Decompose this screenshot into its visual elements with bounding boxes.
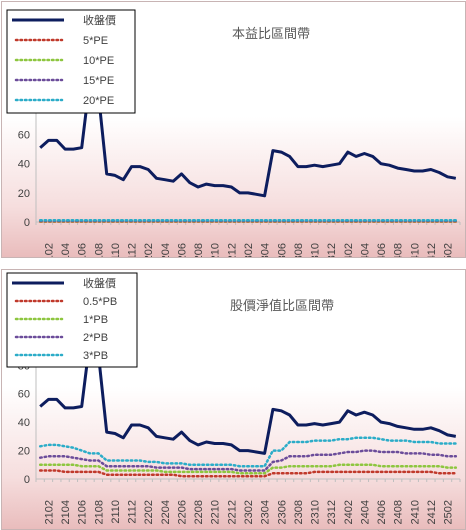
legend-box xyxy=(6,9,136,114)
x-tick-label: 2402 xyxy=(343,243,355,257)
x-tick-label: 2110 xyxy=(110,500,122,524)
x-tick-label: 2408 xyxy=(393,500,405,524)
x-tick-label: 2304 xyxy=(260,243,272,257)
x-tick-label: 2104 xyxy=(60,243,72,257)
x-tick-label: 2110 xyxy=(110,243,122,257)
y-tick-label: 20 xyxy=(18,188,30,200)
x-tick-label: 2410 xyxy=(409,243,421,257)
x-tick-label: 2412 xyxy=(426,243,438,257)
y-tick-label: 0 xyxy=(24,217,30,229)
x-tick-label: 2302 xyxy=(243,243,255,257)
x-tick-label: 2212 xyxy=(226,243,238,257)
x-tick-label: 2108 xyxy=(93,243,105,257)
y-tick-label: 60 xyxy=(18,389,30,401)
chart-title: 股價淨值比區間帶 xyxy=(230,298,334,314)
x-tick-label: 2210 xyxy=(210,500,222,524)
x-tick-label: 2104 xyxy=(60,500,72,524)
legend-label: 3*PB xyxy=(83,350,108,362)
legend-label: 20*PE xyxy=(83,95,114,107)
x-tick-label: 2204 xyxy=(160,243,172,257)
x-tick-label: 2112 xyxy=(127,500,139,524)
y-tick-label: 40 xyxy=(18,159,30,171)
x-tick-label: 2208 xyxy=(193,500,205,524)
x-tick-label: 2112 xyxy=(127,243,139,257)
series-line-2xpb xyxy=(38,449,458,472)
x-tick-label: 2406 xyxy=(376,500,388,524)
x-tick-label: 2404 xyxy=(359,243,371,257)
legend-label: 15*PE xyxy=(83,75,114,87)
x-tick-label: 2402 xyxy=(343,500,355,524)
x-tick-label: 2312 xyxy=(326,500,338,524)
x-tick-label: 2106 xyxy=(77,500,89,524)
x-tick-label: 2404 xyxy=(359,500,371,524)
x-tick-label: 2204 xyxy=(160,500,172,524)
x-tick-label: 2102 xyxy=(43,243,55,257)
legend-label: 1*PB xyxy=(83,314,108,326)
x-tick-label: 2202 xyxy=(143,243,155,257)
x-tick-label: 2206 xyxy=(176,243,188,257)
x-tick-label: 2502 xyxy=(443,243,455,257)
series-line-close-price xyxy=(39,338,457,455)
y-tick-label: 0 xyxy=(24,474,30,486)
legend-label: 收盤價 xyxy=(83,13,116,27)
series-line-close-price xyxy=(39,77,457,198)
y-tick-label: 60 xyxy=(18,130,30,142)
x-tick-label: 2406 xyxy=(376,243,388,257)
x-tick-label: 2304 xyxy=(260,500,272,524)
legend-label: 10*PE xyxy=(83,55,114,67)
x-tick-label: 2106 xyxy=(77,243,89,257)
x-tick-label: 2212 xyxy=(226,500,238,524)
legend-label: 2*PB xyxy=(83,332,108,344)
legend-label: 收盤價 xyxy=(83,276,116,290)
x-tick-label: 2306 xyxy=(276,500,288,524)
x-tick-label: 2202 xyxy=(143,500,155,524)
x-tick-label: 2312 xyxy=(326,243,338,257)
x-tick-label: 2410 xyxy=(409,500,421,524)
pe-band-chart: 0204060801001201402102210421062108211021… xyxy=(6,9,461,257)
y-tick-label: 20 xyxy=(18,446,30,458)
x-tick-label: 2308 xyxy=(293,243,305,257)
pb-band-chart: 0204060801001201402102210421062108211021… xyxy=(6,272,461,524)
x-tick-label: 2310 xyxy=(310,500,322,524)
x-tick-label: 2210 xyxy=(210,243,222,257)
x-tick-label: 2308 xyxy=(293,500,305,524)
x-tick-label: 2208 xyxy=(193,243,205,257)
x-tick-label: 2412 xyxy=(426,500,438,524)
x-tick-label: 2502 xyxy=(443,500,455,524)
legend-box xyxy=(6,272,138,368)
x-tick-label: 2102 xyxy=(43,500,55,524)
series-line-1xpb xyxy=(38,463,458,475)
series-line-0.5xpb xyxy=(38,469,458,478)
x-tick-label: 2206 xyxy=(176,500,188,524)
x-tick-label: 2408 xyxy=(393,243,405,257)
series-line-3xpb xyxy=(38,436,458,468)
x-tick-label: 2306 xyxy=(276,243,288,257)
x-tick-label: 2302 xyxy=(243,500,255,524)
pe-band-chart-panel: 0204060801001201402102210421062108211021… xyxy=(1,1,466,258)
pb-band-chart-panel: 0204060801001201402102210421062108211021… xyxy=(1,269,466,530)
legend-label: 0.5*PB xyxy=(83,296,117,308)
legend-label: 5*PE xyxy=(83,35,108,47)
y-tick-label: 40 xyxy=(18,417,30,429)
chart-title: 本益比區間帶 xyxy=(232,27,310,42)
x-tick-label: 2310 xyxy=(310,243,322,257)
x-tick-label: 2108 xyxy=(93,500,105,524)
